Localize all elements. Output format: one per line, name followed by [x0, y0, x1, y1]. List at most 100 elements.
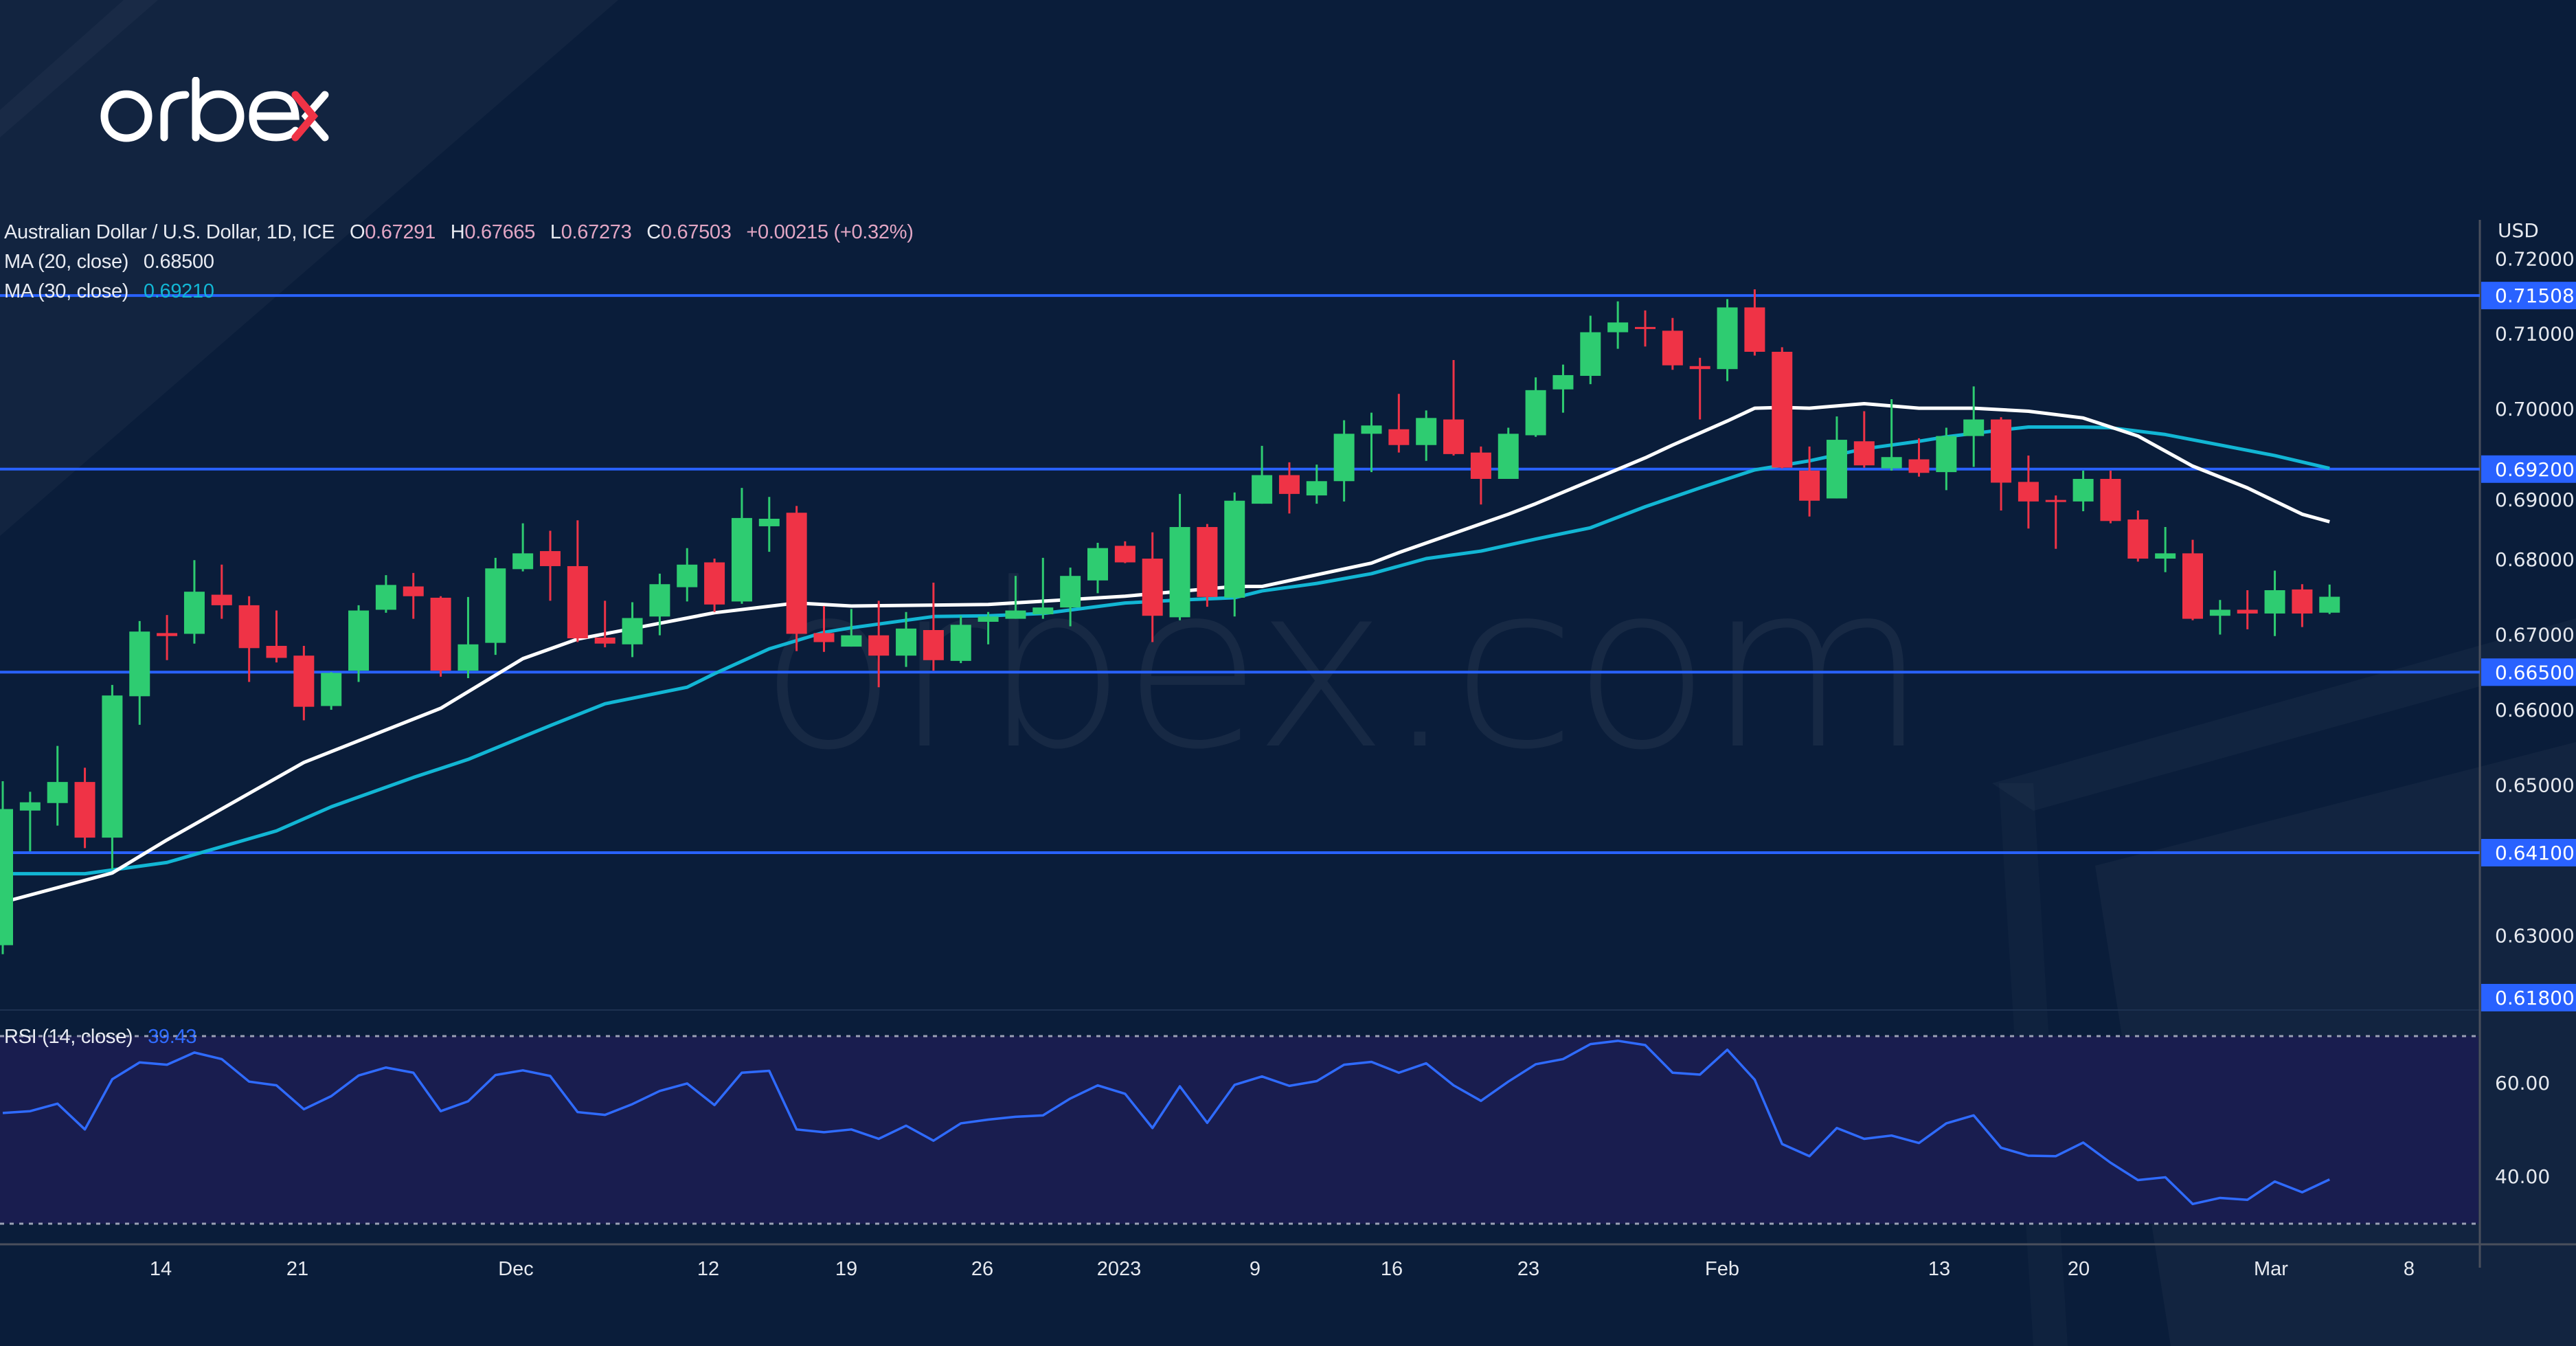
candle[interactable]	[2155, 527, 2176, 572]
candle[interactable]	[731, 488, 752, 604]
candle[interactable]	[1470, 446, 1491, 505]
candle[interactable]	[1580, 315, 1601, 385]
candle[interactable]	[1032, 557, 1054, 619]
candle[interactable]	[594, 601, 615, 648]
candle[interactable]	[813, 605, 835, 652]
candle[interactable]	[19, 792, 41, 851]
candle[interactable]	[1197, 524, 1218, 607]
candle[interactable]	[1744, 289, 1765, 356]
candle[interactable]	[786, 506, 807, 651]
candle[interactable]	[896, 612, 917, 667]
candle[interactable]	[622, 602, 643, 658]
candle[interactable]	[704, 559, 725, 612]
candle[interactable]	[1799, 446, 1820, 517]
candle[interactable]	[2319, 584, 2340, 614]
candle[interactable]	[1607, 301, 1629, 349]
candle[interactable]	[1991, 417, 2012, 511]
candle[interactable]	[2182, 539, 2203, 620]
candle[interactable]	[211, 564, 232, 619]
candle[interactable]	[1278, 462, 1300, 514]
candle[interactable]	[47, 745, 68, 826]
candle[interactable]	[567, 520, 588, 642]
candle[interactable]	[1443, 360, 1465, 456]
candle[interactable]	[1224, 492, 1245, 617]
candle[interactable]	[266, 610, 287, 663]
candle[interactable]	[430, 596, 451, 677]
candle[interactable]	[2100, 470, 2121, 524]
candle[interactable]	[1169, 493, 1190, 620]
candle-body	[2182, 553, 2203, 619]
horizontal-levels[interactable]	[0, 294, 2480, 855]
candle[interactable]	[1717, 299, 1738, 381]
price-axis[interactable]: 0.72000 0.71000 0.70000 0.69000 0.68000 0.670…	[2495, 247, 2575, 947]
candle[interactable]	[1552, 364, 1574, 413]
ma30-legend[interactable]: MA (30, close) 0.69210	[4, 280, 214, 303]
candle-body	[1005, 610, 1026, 619]
candle[interactable]	[2072, 470, 2094, 512]
time-axis[interactable]: 14 21 Dec 12 19 26 2023 9 16 23 Feb 13 20 Mar 8	[150, 1258, 2415, 1280]
candle[interactable]	[540, 530, 561, 601]
candle[interactable]	[2127, 510, 2149, 562]
candle[interactable]	[2045, 495, 2066, 549]
candles[interactable]	[0, 289, 2340, 954]
candle-body	[1032, 607, 1054, 615]
candle[interactable]	[1662, 317, 1683, 370]
candle[interactable]	[1333, 420, 1355, 502]
candle[interactable]	[1416, 410, 1437, 461]
candle[interactable]	[129, 620, 150, 725]
candle[interactable]	[1908, 438, 1930, 477]
candle[interactable]	[2018, 456, 2039, 529]
candle[interactable]	[2264, 570, 2285, 636]
candle[interactable]	[1005, 576, 1026, 619]
candle[interactable]	[1498, 427, 1519, 479]
ma20-legend[interactable]: MA (20, close) 0.68500	[4, 251, 214, 273]
candle[interactable]	[758, 497, 780, 552]
candle[interactable]	[157, 615, 178, 660]
candle[interactable]	[74, 767, 95, 849]
candle[interactable]	[1853, 411, 1875, 468]
time-axis-label: 2023	[1097, 1258, 1142, 1280]
candle[interactable]	[1388, 394, 1410, 453]
candle[interactable]	[1525, 377, 1546, 437]
candle[interactable]	[375, 575, 396, 613]
candle[interactable]	[321, 672, 342, 710]
candle[interactable]	[512, 523, 534, 572]
candle[interactable]	[1936, 427, 1957, 491]
candle[interactable]	[0, 781, 13, 954]
candle[interactable]	[348, 605, 370, 682]
candle[interactable]	[102, 684, 123, 870]
candle[interactable]	[1114, 541, 1136, 563]
candle[interactable]	[2237, 590, 2258, 629]
candle[interactable]	[950, 616, 971, 664]
rsi-legend[interactable]: RSI (14, close) 39.43	[4, 1026, 196, 1048]
candle[interactable]	[923, 583, 944, 671]
candle[interactable]	[457, 596, 479, 679]
candle[interactable]	[1060, 568, 1081, 627]
candle-body	[1744, 307, 1765, 352]
candle[interactable]	[183, 560, 205, 644]
candle[interactable]	[1963, 386, 1985, 467]
candle[interactable]	[1635, 310, 1656, 347]
candle[interactable]	[1881, 399, 1902, 471]
candle[interactable]	[238, 596, 260, 682]
candle[interactable]	[1689, 357, 1710, 420]
candle[interactable]	[2292, 584, 2313, 627]
candle[interactable]	[403, 572, 424, 619]
candle[interactable]	[677, 548, 698, 602]
candle[interactable]	[978, 612, 999, 644]
candle[interactable]	[868, 601, 890, 688]
candle[interactable]	[649, 573, 670, 636]
candle[interactable]	[2209, 600, 2230, 635]
candle[interactable]	[1826, 416, 1847, 499]
symbol-legend[interactable]: Australian Dollar / U.S. Dollar, 1D, ICE…	[4, 221, 914, 244]
candle[interactable]	[485, 557, 506, 655]
candle[interactable]	[1361, 412, 1382, 473]
candle[interactable]	[841, 609, 862, 647]
candle[interactable]	[293, 645, 315, 721]
candle[interactable]	[1087, 543, 1108, 594]
candle[interactable]	[1772, 347, 1793, 469]
candle[interactable]	[1142, 532, 1163, 642]
candle[interactable]	[1252, 445, 1273, 504]
candle[interactable]	[1306, 464, 1327, 504]
